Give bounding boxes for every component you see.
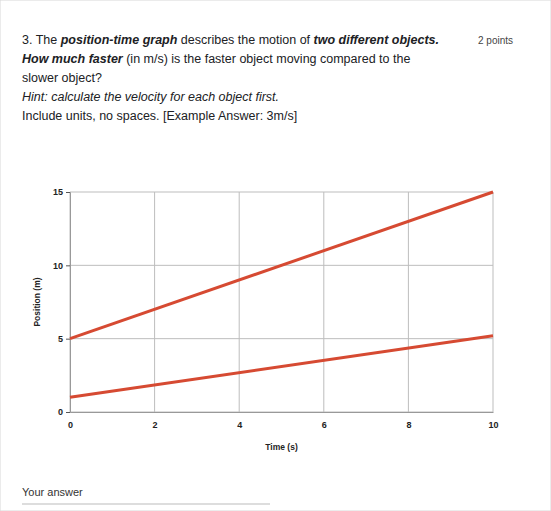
- x-axis: 0 2 4 6 8 10: [68, 412, 499, 430]
- x-tick-label: 8: [406, 420, 411, 430]
- grid: [70, 192, 493, 412]
- y-tick: 5: [58, 334, 70, 344]
- question-line: Include units, no spaces. [Example Answe…: [22, 109, 297, 123]
- x-tick: 2: [153, 412, 158, 430]
- question-segment: (in m/s) is the faster object moving com…: [123, 52, 411, 66]
- series-line: [70, 336, 493, 398]
- question-segment: Include units, no spaces. [Example Answe…: [22, 109, 297, 123]
- grid-line-x: [239, 192, 240, 412]
- y-tick: 0: [58, 407, 70, 417]
- card: [0, 0, 551, 511]
- y-tick-label: 5: [58, 334, 63, 344]
- question-segment: two different objects.: [314, 33, 439, 47]
- question-segment: Hint: calculate the velocity for each ob…: [22, 90, 279, 104]
- y-tick-mark: [66, 339, 70, 340]
- x-tick: 4: [237, 412, 242, 430]
- plot-area: [70, 192, 493, 397]
- x-axis-title: Time (s): [265, 442, 298, 452]
- answer-input[interactable]: [22, 504, 270, 505]
- x-tick-label: 6: [322, 420, 327, 430]
- grid-line-x: [493, 192, 494, 412]
- question-line: slower object?: [22, 71, 102, 85]
- question-line: 3. The position-time graph describes the…: [22, 33, 439, 47]
- y-tick-mark: [66, 265, 70, 266]
- question-segment: describes the motion of: [177, 33, 313, 47]
- grid-line-y: [70, 338, 493, 339]
- x-tick: 8: [406, 412, 411, 430]
- y-tick-mark: [66, 192, 70, 193]
- question-segment: How much faster: [22, 52, 124, 66]
- series-line: [70, 192, 493, 339]
- y-axis-title: Position (m): [32, 277, 42, 326]
- x-tick-label: 10: [488, 420, 498, 430]
- question-line: How much faster (in m/s) is the faster o…: [22, 52, 410, 66]
- x-tick: 6: [322, 412, 327, 430]
- x-tick-label: 2: [153, 420, 158, 430]
- x-tick: 0: [68, 412, 73, 430]
- x-tick-label: 4: [237, 420, 242, 430]
- y-tick-label: 0: [58, 407, 63, 417]
- answer-label: Your answer: [22, 486, 83, 498]
- y-tick: 10: [53, 261, 70, 271]
- y-axis: 0 5 10 15: [53, 187, 71, 417]
- grid-line-y: [70, 412, 493, 413]
- question-segment: position-time graph: [60, 33, 178, 47]
- grid-line-x: [323, 192, 324, 412]
- y-tick-label: 15: [53, 187, 63, 197]
- question-segment: 3. The: [22, 33, 61, 47]
- page: 3. The position-time graph describes the…: [0, 0, 551, 511]
- y-tick-mark: [66, 412, 70, 413]
- y-axis-line: [66, 193, 71, 413]
- y-tick: 15: [53, 187, 70, 197]
- points: 2 points: [478, 35, 513, 46]
- grid-line-y: [70, 192, 493, 193]
- question-segment: slower object?: [22, 71, 102, 85]
- x-tick-label: 0: [68, 420, 73, 430]
- x-axis-line: [71, 412, 494, 413]
- x-tick: 10: [488, 412, 498, 430]
- grid-line-x: [154, 192, 155, 412]
- chart: 0 2 4 6 8 10 0 5 10 15 Time (s) Position (m): [32, 187, 499, 452]
- y-tick-label: 10: [53, 261, 63, 271]
- question-line: Hint: calculate the velocity for each ob…: [22, 90, 279, 104]
- grid-line-x: [408, 192, 409, 412]
